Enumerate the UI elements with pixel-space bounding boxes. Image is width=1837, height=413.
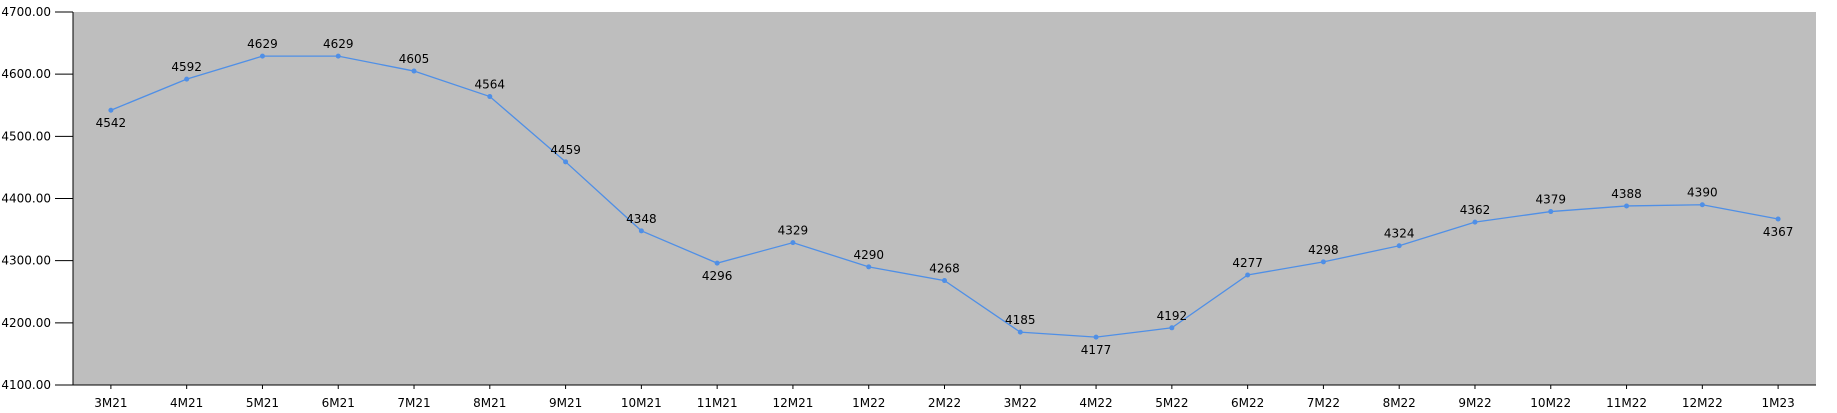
x-tick-label: 5M22 — [1155, 396, 1188, 410]
point — [335, 53, 341, 59]
y-tick-label: 4600.00 — [1, 67, 51, 81]
x-tick-label: 3M22 — [1004, 396, 1037, 410]
x-tick-label: 12M21 — [772, 396, 813, 410]
data-label: 4268 — [929, 262, 960, 276]
y-tick-label: 4500.00 — [1, 129, 51, 143]
y-tick-label: 4200.00 — [1, 316, 51, 330]
x-tick-label: 4M21 — [170, 396, 203, 410]
data-label: 4192 — [1157, 309, 1188, 323]
point — [1320, 259, 1326, 265]
data-label: 4296 — [702, 269, 733, 283]
data-label: 4324 — [1384, 227, 1415, 241]
x-tick-label: 11M22 — [1606, 396, 1647, 410]
x-tick-label: 8M22 — [1383, 396, 1416, 410]
y-tick-label: 4400.00 — [1, 192, 51, 206]
data-label: 4388 — [1611, 187, 1642, 201]
x-tick-label: 12M22 — [1682, 396, 1723, 410]
point — [790, 240, 796, 246]
data-label: 4542 — [96, 116, 127, 130]
data-label: 4629 — [323, 37, 354, 51]
point — [1699, 202, 1705, 208]
x-tick-label: 1M22 — [852, 396, 885, 410]
x-tick-label: 10M22 — [1530, 396, 1571, 410]
data-label: 4329 — [778, 224, 809, 238]
x-tick-label: 10M21 — [621, 396, 662, 410]
data-label: 4348 — [626, 212, 657, 226]
x-tick-label: 7M22 — [1307, 396, 1340, 410]
x-tick-label: 7M21 — [397, 396, 430, 410]
point — [714, 260, 720, 266]
x-tick-label: 6M21 — [322, 396, 355, 410]
y-tick-label: 4300.00 — [1, 254, 51, 268]
data-label: 4298 — [1308, 243, 1339, 257]
data-label: 4185 — [1005, 313, 1036, 327]
data-label: 4379 — [1535, 193, 1566, 207]
data-label: 4629 — [247, 37, 278, 51]
point — [1548, 209, 1554, 215]
x-tick-label: 11M21 — [697, 396, 738, 410]
y-tick-label: 4100.00 — [1, 378, 51, 392]
point — [1017, 329, 1023, 335]
x-tick-label: 6M22 — [1231, 396, 1264, 410]
data-label: 4277 — [1232, 256, 1263, 270]
point — [1169, 325, 1175, 331]
point — [411, 68, 417, 74]
point — [1093, 334, 1099, 340]
point — [866, 264, 872, 270]
x-tick-label: 5M21 — [246, 396, 279, 410]
data-label: 4459 — [550, 143, 581, 157]
point — [942, 278, 947, 284]
point — [638, 228, 644, 234]
x-tick-label: 4M22 — [1079, 396, 1112, 410]
point — [259, 53, 265, 59]
data-label: 4564 — [475, 78, 506, 92]
point — [1396, 243, 1402, 249]
data-label: 4390 — [1687, 186, 1718, 200]
point — [1775, 216, 1781, 222]
data-label: 4592 — [171, 60, 202, 74]
x-tick-label: 1M23 — [1761, 396, 1794, 410]
data-label: 4177 — [1081, 343, 1112, 357]
point — [563, 159, 569, 165]
point — [108, 107, 114, 113]
x-tick-label: 3M21 — [94, 396, 127, 410]
data-label: 4290 — [853, 248, 884, 262]
data-label: 4605 — [399, 52, 430, 66]
point — [1624, 203, 1630, 209]
point — [184, 76, 190, 82]
point — [1472, 219, 1478, 225]
x-tick-label: 2M22 — [928, 396, 961, 410]
y-tick-label: 4700.00 — [1, 5, 51, 19]
point — [1245, 272, 1251, 278]
plot-area — [73, 12, 1816, 385]
x-tick-label: 9M21 — [549, 396, 582, 410]
x-tick-label: 9M22 — [1458, 396, 1491, 410]
data-label: 4367 — [1763, 225, 1794, 239]
x-tick-label: 8M21 — [473, 396, 506, 410]
point — [487, 94, 493, 100]
data-label: 4362 — [1460, 203, 1491, 217]
